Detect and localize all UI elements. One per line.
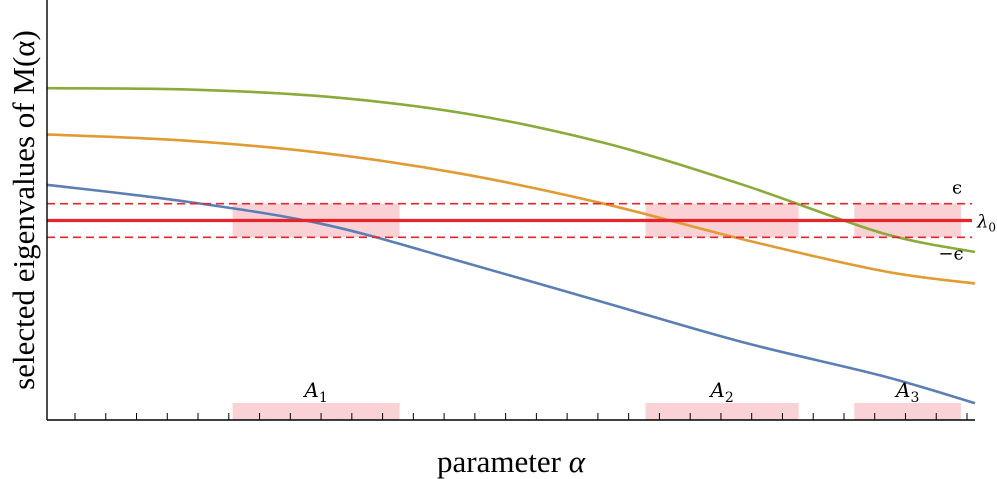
lambda0-label-sub: 0 — [988, 221, 996, 235]
series-lines — [46, 86, 976, 405]
region-bar-3 — [854, 403, 962, 420]
series-line-2 — [46, 133, 976, 285]
region-labels: A1 A2 A3 — [302, 378, 919, 406]
region-label-2: A2 — [708, 378, 733, 406]
axes — [46, 0, 975, 421]
x-axis-ticks — [74, 413, 968, 420]
series-line-1 — [46, 86, 976, 254]
region-label-name: A — [708, 378, 724, 402]
x-axis-label: parameter α — [437, 444, 586, 479]
reference-labels: ϵλ0−ϵ — [938, 178, 996, 265]
region-axis-bars — [232, 403, 962, 420]
region-bar-2 — [645, 403, 799, 420]
region-bar-1 — [232, 403, 400, 420]
region-label-1: A1 — [302, 378, 327, 406]
region-label-name: A — [302, 378, 318, 402]
epsilon-plus-label: ϵ — [952, 178, 962, 199]
lambda0-label-symbol: λ — [976, 212, 988, 233]
epsilon-minus-label: −ϵ — [938, 243, 963, 264]
region-label-3: A3 — [894, 378, 919, 406]
lambda0-label: λ0 — [976, 212, 996, 235]
region-label-sub: 2 — [725, 390, 734, 406]
reference-lines — [47, 202, 972, 239]
x-axis-label-text: parameter — [437, 444, 569, 479]
region-label-sub: 1 — [319, 390, 328, 406]
region-label-sub: 3 — [910, 390, 919, 406]
y-axis-label: selected eigenvalues of M(α) — [6, 30, 41, 390]
region-label-name: A — [894, 378, 910, 402]
x-axis-label-symbol: α — [569, 444, 586, 479]
